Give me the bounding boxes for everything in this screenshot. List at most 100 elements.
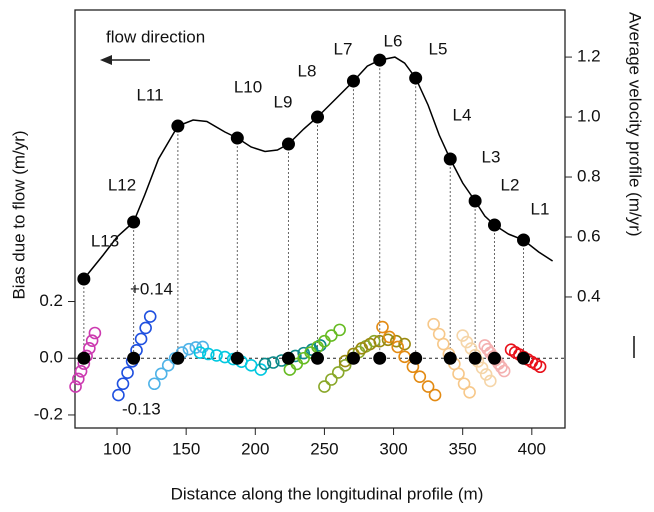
bias-point <box>182 342 196 356</box>
point <box>373 351 387 365</box>
point <box>311 351 325 365</box>
flow-arrow-head <box>100 55 112 65</box>
bias-point <box>69 380 82 393</box>
point <box>468 351 482 365</box>
point <box>409 71 423 85</box>
bias-point <box>478 339 492 352</box>
point <box>487 218 501 232</box>
point <box>373 53 387 67</box>
y2-tick-label: 1.0 <box>577 107 601 126</box>
bias-point <box>391 340 405 354</box>
annotation: flow direction <box>106 27 205 46</box>
point <box>311 110 325 124</box>
point <box>281 137 295 151</box>
y2-tick-label: 1.2 <box>577 47 601 66</box>
point-label: L5 <box>429 39 448 58</box>
bias-point <box>72 372 85 386</box>
bias-point <box>413 370 427 383</box>
bias-point <box>85 334 99 347</box>
point <box>443 351 457 365</box>
y-tick-label: 0.2 <box>39 291 63 310</box>
point <box>230 131 244 145</box>
point <box>171 119 185 133</box>
bias-point <box>83 342 96 355</box>
point <box>517 233 531 247</box>
bias-point <box>139 321 152 335</box>
point <box>171 351 185 365</box>
point-label: L11 <box>136 85 163 104</box>
y2-axis-title: Average velocity profile (m/yr) <box>626 12 645 237</box>
point <box>468 194 482 208</box>
bias-point <box>134 332 148 346</box>
point-label: L9 <box>274 92 293 111</box>
bias-point <box>121 366 134 380</box>
bias-point <box>475 361 489 375</box>
bias-point <box>88 326 102 340</box>
y2-tick-label: 0.8 <box>577 167 601 186</box>
point-label: L12 <box>108 175 136 194</box>
bias-point <box>193 346 207 359</box>
bias-point <box>338 359 352 372</box>
point-label: L13 <box>91 231 119 250</box>
point <box>346 351 360 365</box>
bias-point <box>383 330 396 344</box>
point-label: L6 <box>384 31 403 50</box>
x-axis-title: Distance along the longitudinal profile … <box>171 484 484 503</box>
point-label: L3 <box>482 147 501 166</box>
plot-frame <box>74 9 566 429</box>
point-label: L10 <box>234 77 262 96</box>
bias-point <box>479 368 493 381</box>
y-tick-label: 0.0 <box>39 348 63 367</box>
x-tick-label: 350 <box>448 439 476 458</box>
bias-point <box>497 364 511 378</box>
point <box>127 215 141 229</box>
bias-point <box>116 377 130 391</box>
point-label: L8 <box>298 61 317 80</box>
bias-point <box>161 359 175 372</box>
point <box>77 272 91 286</box>
y2-tick-label: 0.4 <box>577 286 601 305</box>
point <box>230 351 244 365</box>
x-tick-label: 250 <box>310 439 338 458</box>
bias-point <box>460 335 474 349</box>
bias-point <box>74 364 88 378</box>
point <box>487 351 501 365</box>
bias-point <box>456 329 469 342</box>
point <box>77 351 91 365</box>
bias-point <box>283 363 297 376</box>
point <box>517 351 531 365</box>
point <box>443 152 457 166</box>
bias-point <box>398 350 411 364</box>
bias-point <box>427 317 440 331</box>
y-axis-title: Bias due to flow (m/yr) <box>9 130 28 299</box>
point-label: L7 <box>334 39 353 58</box>
bias-point <box>318 380 331 393</box>
bias-point <box>463 385 476 399</box>
annotation: -0.13 <box>122 399 161 418</box>
bias-point <box>484 374 497 388</box>
bias-point <box>325 329 338 342</box>
bias-point <box>390 334 403 348</box>
x-tick-label: 200 <box>241 439 269 458</box>
bias-point <box>421 380 435 393</box>
bias-point <box>428 388 442 402</box>
bias-point <box>398 337 411 351</box>
y2-tick-label: 0.6 <box>577 226 601 245</box>
point <box>281 351 295 365</box>
x-tick-label: 150 <box>172 439 200 458</box>
point-label: L2 <box>501 175 520 194</box>
x-tick-label: 300 <box>379 439 407 458</box>
bias-point <box>533 360 547 374</box>
bias-point <box>266 356 280 369</box>
bias-point <box>112 388 125 402</box>
bias-point <box>297 346 310 360</box>
bias-point <box>437 337 450 351</box>
annotation: +0.14 <box>130 279 173 298</box>
bias-point <box>154 367 168 381</box>
point-label: L4 <box>453 105 472 124</box>
bias-point <box>495 361 508 374</box>
bias-point <box>258 357 272 371</box>
bias-point <box>333 323 346 337</box>
point <box>409 351 423 365</box>
